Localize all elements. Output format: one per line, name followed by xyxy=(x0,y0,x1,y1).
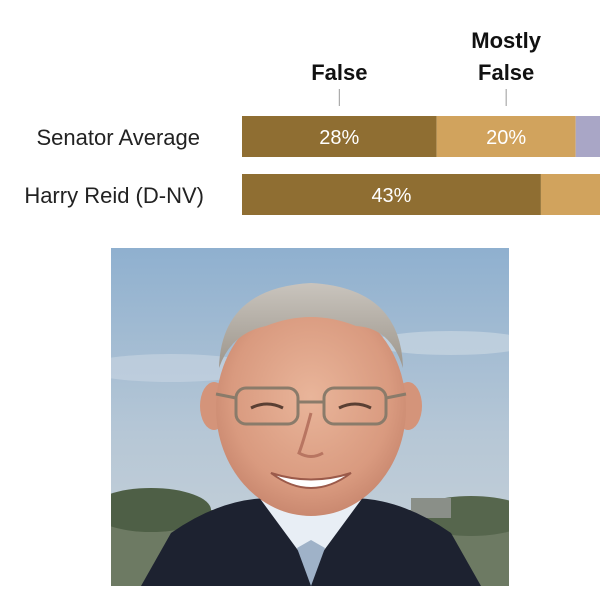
bar-value-label: 20% xyxy=(486,127,526,149)
bar-value-label: 43% xyxy=(371,185,411,207)
bar-segment xyxy=(242,174,541,215)
truth-rating-chart: 28% 20% Senator Average 43% Harry Reid (D-NV… xyxy=(24,28,600,215)
column-header: Mostly xyxy=(471,28,541,53)
bar-segment xyxy=(540,174,600,215)
row-label: Senator Average xyxy=(37,125,201,150)
bar-segment xyxy=(242,116,437,157)
column-header: False xyxy=(311,60,367,85)
bar-segment xyxy=(575,116,600,157)
column-header: False xyxy=(478,60,534,85)
bar-value-label: 28% xyxy=(319,127,359,149)
bar-segment xyxy=(436,116,576,157)
row-label: Harry Reid (D-NV) xyxy=(24,183,204,208)
portrait-photo xyxy=(111,248,509,586)
